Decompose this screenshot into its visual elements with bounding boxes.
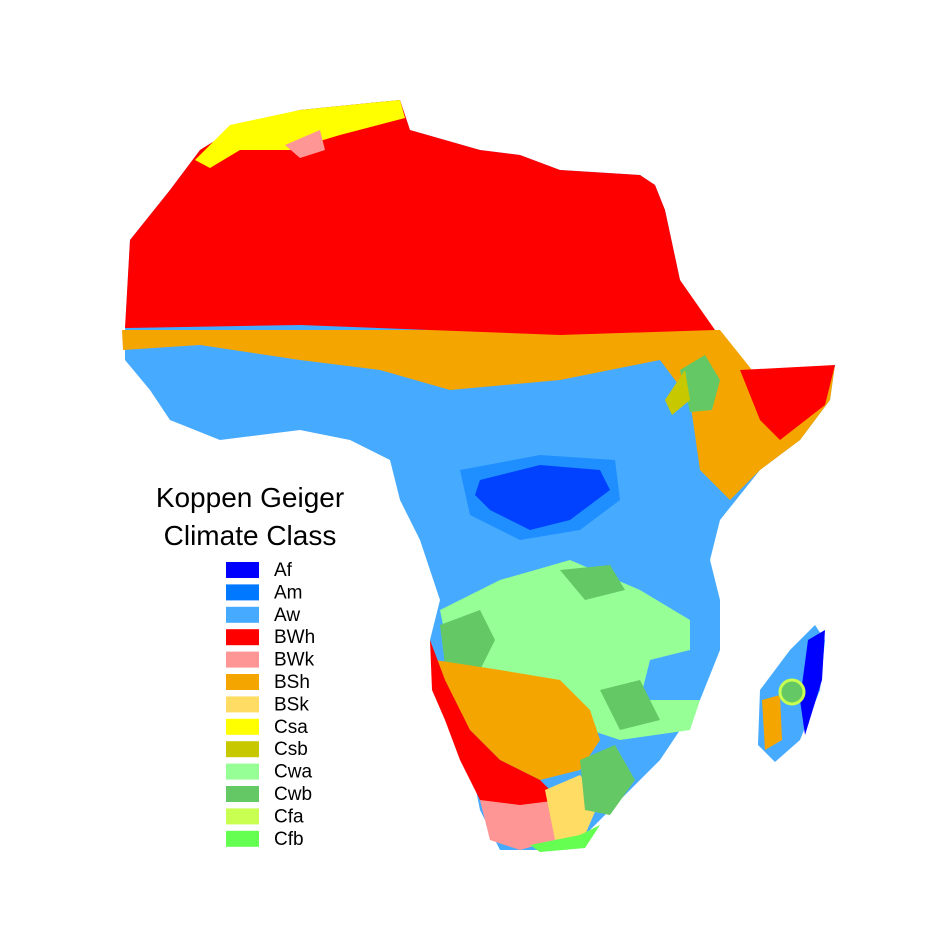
legend-label: Cwa [274,762,312,783]
legend-title: Climate Class [164,520,337,551]
legend-label: Cfa [274,806,304,827]
region-am-congo [460,455,620,540]
legend-title: Koppen Geiger [156,482,344,513]
legend: Koppen Geiger Climate Class AfAmAwBWhBWk… [156,482,344,850]
legend-swatch [226,718,259,735]
legend-label: BWh [274,627,315,648]
region-cwb-ethiopia [680,355,720,412]
region-bsh-sahel [122,330,835,500]
region-bwk-north [285,130,325,158]
legend-swatch [226,651,259,668]
region-bwh-horn [740,365,835,440]
region-csb-ethiopia [665,370,690,415]
legend-swatch [226,606,259,623]
legend-swatch [226,741,259,758]
region-cfb-south [530,825,600,852]
legend-swatch [226,786,259,802]
legend-label: Cwb [274,784,312,805]
region-bwh-sahara [125,100,715,335]
legend-label: Csa [274,717,308,738]
region-cwb-se [580,745,635,815]
legend-label: BSh [274,672,310,693]
legend-label: Af [274,560,293,581]
legend-label: Cfb [274,829,304,850]
region-bsh-madagascar [762,695,782,750]
legend-label: Am [274,582,303,603]
legend-label: Aw [274,605,300,626]
africa-map [122,100,835,852]
region-cwb-madagascar [778,678,806,706]
legend-label: BWk [274,650,315,671]
legend-swatch [226,584,259,601]
legend-swatch [226,562,259,578]
region-bwk-south [480,800,560,850]
legend-label: Csb [274,739,308,760]
legend-swatch [226,830,259,847]
legend-swatch [226,696,259,713]
region-bsh-south [435,660,600,780]
region-cwb-south [440,565,660,730]
legend-swatch [226,629,259,646]
region-af-madagascar [800,630,825,735]
legend-swatch [226,808,259,825]
legend-swatch [226,674,259,690]
region-csa-north [195,100,405,168]
legend-swatch [226,763,259,780]
legend-label: BSk [274,694,309,715]
